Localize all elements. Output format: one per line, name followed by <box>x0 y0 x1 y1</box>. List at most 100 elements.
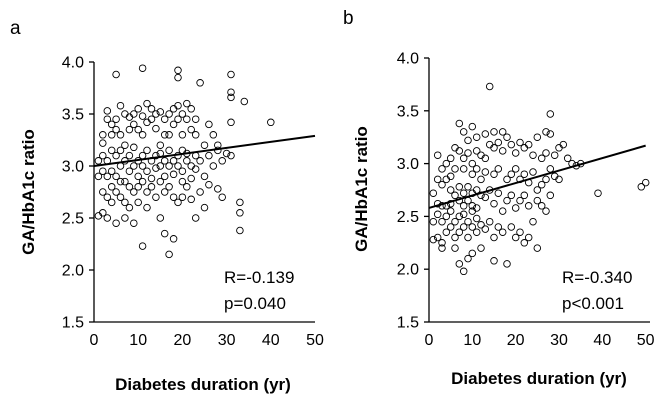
data-point <box>121 141 129 149</box>
data-point <box>103 172 112 181</box>
data-point <box>438 165 446 173</box>
data-point <box>451 233 459 242</box>
data-point <box>481 168 490 176</box>
data-point <box>490 199 498 208</box>
y-tick-label: 2.5 <box>62 211 84 228</box>
data-point <box>143 146 151 155</box>
data-point <box>546 110 555 118</box>
data-point <box>468 207 477 215</box>
data-point <box>205 180 213 189</box>
data-point <box>112 70 120 79</box>
data-point <box>160 115 169 123</box>
data-point <box>130 219 138 227</box>
data-point <box>99 151 107 160</box>
data-point <box>134 198 142 207</box>
data-point <box>99 167 107 175</box>
data-point <box>138 112 147 120</box>
trend-line <box>428 144 646 209</box>
data-point <box>138 177 147 186</box>
data-point <box>503 196 511 205</box>
data-point <box>455 183 464 191</box>
data-point <box>464 136 472 145</box>
data-point <box>160 188 169 196</box>
data-point <box>524 233 533 242</box>
data-point <box>107 120 116 129</box>
p-value-label: p=0.040 <box>224 294 286 313</box>
data-point <box>205 151 213 160</box>
data-point <box>227 118 235 127</box>
data-point <box>116 177 125 186</box>
data-point <box>507 170 516 178</box>
data-point <box>494 138 503 147</box>
data-point <box>429 235 438 244</box>
data-point <box>520 144 529 152</box>
data-point <box>438 217 446 226</box>
data-point <box>200 141 209 149</box>
data-point <box>103 214 112 222</box>
data-point <box>143 188 151 196</box>
data-point <box>125 183 134 191</box>
data-point <box>481 225 490 233</box>
data-point <box>130 162 138 170</box>
data-point <box>537 202 546 210</box>
x-tick-label: 10 <box>463 332 481 349</box>
data-point <box>138 242 147 250</box>
data-point <box>169 170 178 179</box>
data-point <box>559 140 568 149</box>
y-tick-label: 3.5 <box>397 103 419 120</box>
data-point <box>191 214 200 222</box>
data-point <box>459 210 468 219</box>
data-point <box>451 165 459 173</box>
data-point <box>107 131 116 139</box>
data-point <box>174 162 182 170</box>
data-point <box>99 139 107 147</box>
data-point <box>187 105 195 113</box>
x-tick-label: 40 <box>593 332 611 349</box>
data-point <box>196 157 204 165</box>
y-axis-title: GA/HbA1c ratio <box>352 126 371 252</box>
data-point <box>511 165 520 173</box>
data-point <box>227 93 235 102</box>
data-point <box>533 244 542 252</box>
data-point <box>594 189 602 197</box>
data-point <box>165 250 173 259</box>
data-point <box>152 124 160 133</box>
y-tick-label: 4.0 <box>397 51 419 68</box>
data-point <box>537 154 546 163</box>
y-tick-label: 2.0 <box>62 263 84 280</box>
data-point <box>183 157 191 165</box>
y-axis-title: GA/HbA1c ratio <box>19 129 38 255</box>
y-tick-label: 1.5 <box>62 315 84 332</box>
r-value-label: R=-0.340 <box>562 268 632 287</box>
data-point <box>200 172 209 181</box>
data-point <box>121 214 129 222</box>
data-point <box>490 144 498 152</box>
x-tick-label: 0 <box>425 332 434 349</box>
data-point <box>542 149 550 157</box>
data-point <box>165 131 173 139</box>
data-point <box>459 165 468 173</box>
data-point <box>511 149 520 157</box>
data-point <box>542 175 550 184</box>
data-point <box>152 164 160 172</box>
data-point <box>485 82 494 91</box>
data-point <box>507 140 516 149</box>
data-point <box>455 119 464 128</box>
data-point <box>94 157 103 165</box>
data-point <box>442 159 451 168</box>
data-point <box>472 133 481 141</box>
data-point <box>477 221 485 229</box>
data-point <box>169 235 178 243</box>
x-tick-label: 40 <box>262 332 280 349</box>
data-point <box>152 110 160 118</box>
data-point <box>169 120 178 129</box>
data-point <box>498 228 507 236</box>
data-point <box>490 233 498 242</box>
data-point <box>112 188 120 196</box>
data-point <box>160 229 169 238</box>
x-tick-label: 10 <box>129 332 147 349</box>
data-point <box>125 151 134 160</box>
data-point <box>438 180 446 189</box>
data-point <box>464 233 472 242</box>
data-point <box>178 167 187 175</box>
